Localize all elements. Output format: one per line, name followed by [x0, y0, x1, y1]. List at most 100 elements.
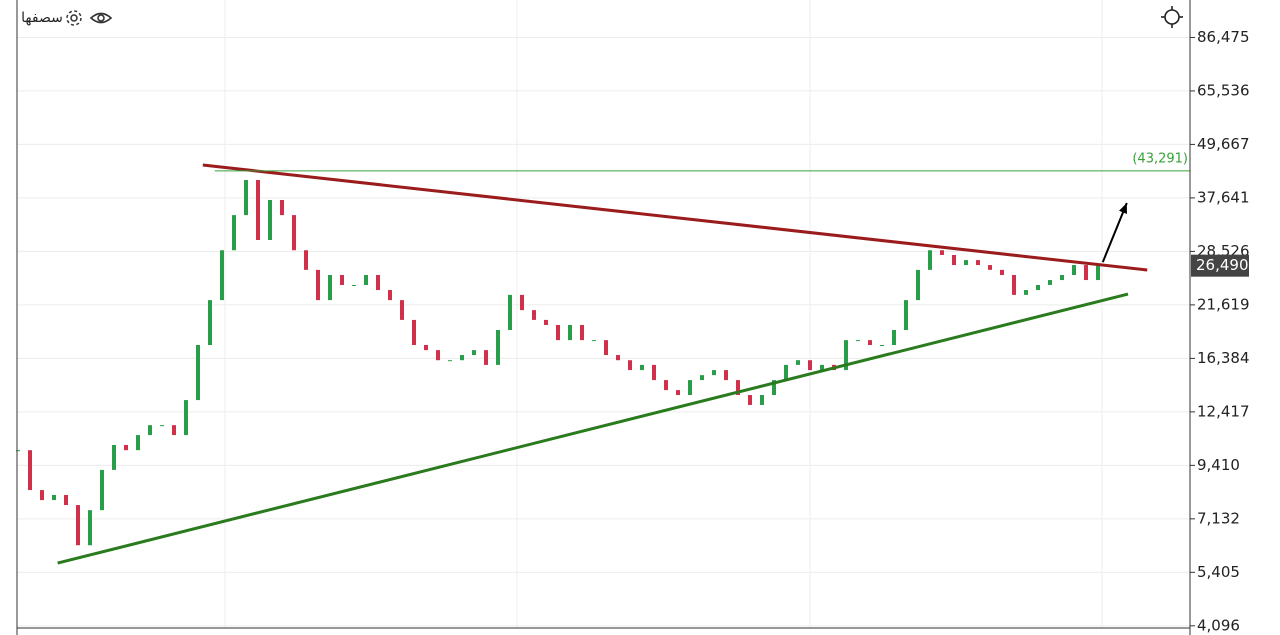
visibility-icon[interactable] — [89, 12, 113, 24]
candle — [700, 375, 704, 381]
candle — [568, 324, 572, 341]
candle — [772, 380, 776, 396]
y-tick-label: 4,096 — [1197, 616, 1240, 634]
candle — [400, 300, 404, 320]
candle — [220, 250, 224, 301]
candle — [724, 370, 728, 381]
candle — [940, 250, 944, 255]
y-tick-label: 7,132 — [1197, 509, 1240, 527]
candle — [160, 425, 164, 427]
candle — [880, 345, 884, 347]
candle — [916, 269, 920, 301]
candle — [592, 340, 596, 342]
indicator-label[interactable]: سصفها — [21, 10, 63, 26]
candle — [124, 444, 128, 451]
y-tick-label: 5,405 — [1197, 563, 1240, 581]
candle — [904, 300, 908, 331]
candle — [424, 345, 428, 351]
y-tick-label: 86,475 — [1197, 28, 1250, 46]
candle — [88, 510, 92, 546]
candle — [328, 275, 332, 301]
candle — [304, 250, 308, 270]
price-badge-label: 26,490 — [1196, 256, 1249, 274]
candle — [1072, 265, 1076, 276]
candle — [748, 395, 752, 405]
candle — [256, 180, 260, 241]
vertical-grid — [224, 0, 1103, 628]
candle — [652, 364, 656, 381]
y-tick-label: 49,667 — [1197, 135, 1250, 153]
y-tick-label: 65,536 — [1197, 81, 1250, 99]
y-tick-label: 12,417 — [1197, 402, 1250, 420]
candle — [292, 215, 296, 251]
candle — [856, 340, 860, 342]
candle — [736, 380, 740, 396]
candle — [184, 400, 188, 436]
candle — [376, 275, 380, 291]
candle — [1060, 275, 1064, 281]
candle — [316, 269, 320, 301]
gear-center — [70, 14, 78, 22]
candle — [136, 435, 140, 451]
candle — [76, 505, 80, 546]
y-tick-label: 16,384 — [1197, 349, 1250, 367]
candle — [664, 380, 668, 391]
candle — [412, 319, 416, 346]
candle — [172, 425, 176, 436]
candle — [148, 425, 152, 436]
candle — [460, 355, 464, 361]
y-tick-label: 21,619 — [1197, 295, 1250, 313]
candle — [796, 360, 800, 365]
candle — [196, 345, 200, 401]
candle — [868, 340, 872, 346]
candle — [1024, 290, 1028, 295]
candle — [784, 364, 788, 381]
plot-layer — [16, 36, 1191, 627]
crosshair-icon[interactable] — [1161, 6, 1183, 28]
candle — [976, 260, 980, 266]
candle — [64, 494, 68, 506]
candle — [676, 390, 680, 396]
trend-line — [202, 163, 1148, 272]
candle — [760, 395, 764, 405]
candle — [484, 350, 488, 365]
candle — [280, 200, 284, 216]
candle — [508, 294, 512, 331]
candle — [472, 350, 476, 356]
candle — [352, 284, 356, 286]
candle — [604, 340, 608, 356]
candle — [580, 324, 584, 341]
candle — [1000, 269, 1004, 276]
candle — [532, 310, 536, 320]
candle — [1048, 280, 1052, 285]
candle — [688, 380, 692, 396]
eye-outline — [89, 12, 113, 24]
candle — [232, 215, 236, 251]
gear-teeth — [66, 10, 82, 26]
candle — [244, 180, 248, 216]
candle — [928, 250, 932, 270]
candle — [52, 494, 56, 501]
candle — [628, 360, 632, 371]
candle — [40, 490, 44, 501]
y-tick-label: 37,641 — [1197, 188, 1250, 206]
eye-pupil — [97, 14, 105, 22]
candle — [844, 340, 848, 371]
candle — [340, 275, 344, 285]
candle — [892, 330, 896, 346]
candle — [616, 355, 620, 361]
candle — [436, 350, 440, 361]
candle — [640, 364, 644, 371]
arrow-head — [1119, 203, 1127, 215]
candle — [364, 275, 368, 285]
candle — [988, 265, 992, 270]
arrow-shaft — [1101, 202, 1128, 263]
candle — [964, 260, 968, 266]
candle — [448, 360, 452, 362]
settings-icon[interactable] — [66, 10, 82, 26]
price-badge — [1191, 254, 1249, 277]
candle — [952, 254, 956, 266]
candle — [1036, 284, 1040, 291]
trend-line — [57, 292, 1129, 565]
